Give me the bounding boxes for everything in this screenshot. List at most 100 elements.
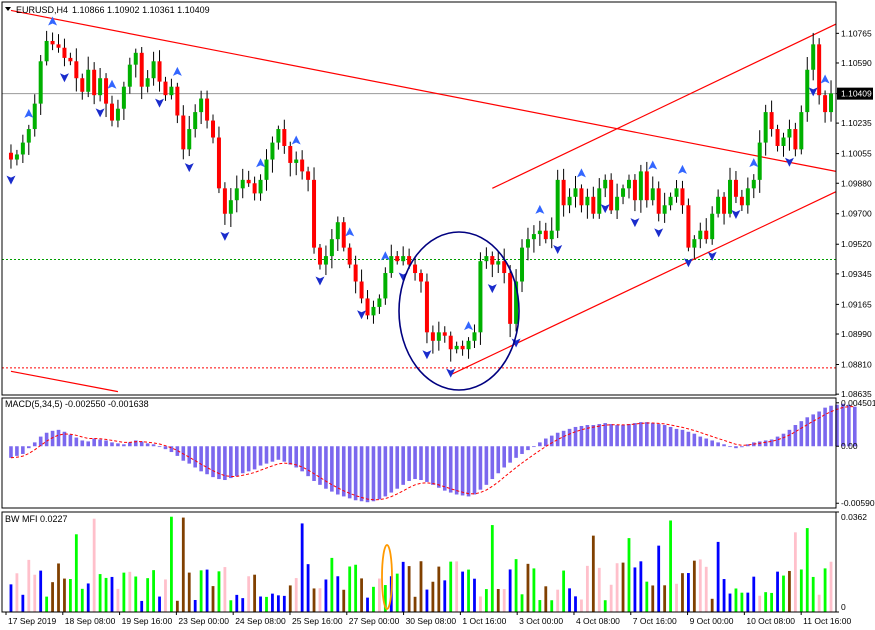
macd-bar	[603, 423, 608, 447]
mfi-bar	[354, 564, 358, 612]
macd-pane[interactable]: MACD(5,34,5) -0.002550 -0.001638	[5, 399, 857, 503]
time-tick-label: 18 Sep 08:00	[65, 616, 116, 626]
mfi-bar	[92, 518, 96, 612]
candle	[104, 73, 109, 118]
candle	[193, 104, 198, 138]
fractal-down-arrow	[654, 228, 664, 238]
mfi-bar	[526, 563, 530, 612]
fractal-up-arrow	[380, 251, 390, 261]
candle	[769, 100, 774, 137]
macd-bar	[841, 403, 845, 447]
mfi-bar	[164, 579, 167, 612]
fractal-up-arrow	[24, 108, 34, 118]
macd-bar	[187, 446, 192, 464]
fractal-down-arrow	[487, 284, 497, 294]
candle	[371, 300, 376, 324]
mfi-bar	[425, 589, 429, 612]
mfi-bar	[407, 566, 411, 612]
candle	[68, 52, 73, 66]
candle	[317, 243, 322, 270]
candle	[44, 30, 49, 66]
mfi-bar	[758, 595, 762, 612]
pane-frames	[1, 1, 837, 613]
fractal-down-arrow	[731, 210, 741, 220]
mfi-bar	[473, 578, 476, 612]
macd-bar	[336, 446, 340, 495]
macd-bar	[371, 446, 376, 502]
macd-bar	[116, 443, 120, 447]
candle	[151, 51, 156, 86]
mfi-bar	[276, 595, 280, 612]
macd-bar	[139, 441, 144, 447]
candle	[508, 264, 513, 338]
time-tick-label: 30 Sep 08:00	[406, 616, 457, 626]
candle	[549, 217, 554, 249]
header-dropdown-icon[interactable]	[5, 7, 11, 11]
mfi-bar	[223, 567, 227, 612]
fractal-up-arrow	[107, 79, 117, 89]
macd-bar	[407, 446, 411, 481]
mfi-bar	[413, 596, 417, 612]
time-tick-label: 19 Sep 16:00	[122, 616, 173, 626]
mfi-bar	[300, 523, 304, 612]
mfi-bar	[205, 569, 209, 612]
mfi-bar	[247, 576, 251, 612]
macd-bar	[229, 446, 233, 479]
mfi-bar	[776, 571, 779, 612]
macd-bar	[145, 443, 150, 447]
mfi-bar	[229, 600, 233, 612]
trendline-descending[interactable]	[10, 9, 837, 172]
price-tick-label: 1.09520	[841, 239, 872, 249]
candle	[353, 255, 358, 294]
macd-bar	[401, 446, 405, 485]
candle	[8, 144, 13, 169]
mfi-highlight-ellipse	[381, 544, 393, 610]
mfi-bar	[467, 569, 470, 612]
mfi-tick-label: 0.0362	[841, 512, 867, 522]
macd-bar	[151, 444, 156, 447]
mfi-bar	[360, 578, 363, 612]
fractal-down-arrow	[553, 245, 563, 255]
trendline-channel-top[interactable]	[492, 23, 837, 189]
mfi-bar	[122, 572, 126, 612]
price-pane[interactable]: EURUSD,H4 1.10866 1.10902 1.10361 1.1040…	[2, 5, 837, 393]
mfi-bar	[63, 578, 66, 612]
candle	[745, 177, 750, 214]
candle	[484, 247, 489, 269]
macd-bar	[543, 438, 548, 447]
mfi-bar	[253, 574, 257, 612]
mfi-bar	[556, 589, 560, 612]
mfi-bar	[401, 561, 405, 612]
candle	[478, 252, 483, 345]
mfi-bar	[288, 585, 292, 612]
mfi-bar	[764, 592, 768, 612]
mfi-pane[interactable]: BW MFI 0.0227	[5, 514, 833, 612]
candle	[74, 48, 79, 92]
macd-bar	[692, 433, 697, 447]
candle	[811, 32, 816, 81]
candle	[365, 290, 370, 320]
macd-bar	[579, 425, 584, 447]
mfi-bar	[312, 588, 316, 612]
macd-bar	[104, 440, 108, 447]
candle	[799, 105, 804, 155]
macd-bar	[442, 446, 447, 491]
candle	[579, 184, 584, 213]
candle	[442, 326, 447, 343]
candle	[520, 239, 525, 293]
mfi-bar	[823, 568, 827, 612]
pattern-circle	[398, 231, 520, 391]
candle	[680, 180, 685, 214]
mfi-bar	[104, 577, 108, 612]
candle	[555, 169, 560, 239]
mfi-bar	[181, 517, 185, 612]
macd-bar	[561, 430, 566, 447]
trendline-old-trend[interactable]	[10, 370, 119, 393]
candle	[733, 171, 738, 204]
mfi-bar	[175, 600, 179, 612]
macd-bar	[502, 446, 506, 468]
mfi-bar	[502, 589, 506, 612]
macd-bar	[567, 428, 572, 447]
macd-bar	[270, 446, 275, 462]
mfi-bar	[324, 579, 328, 612]
